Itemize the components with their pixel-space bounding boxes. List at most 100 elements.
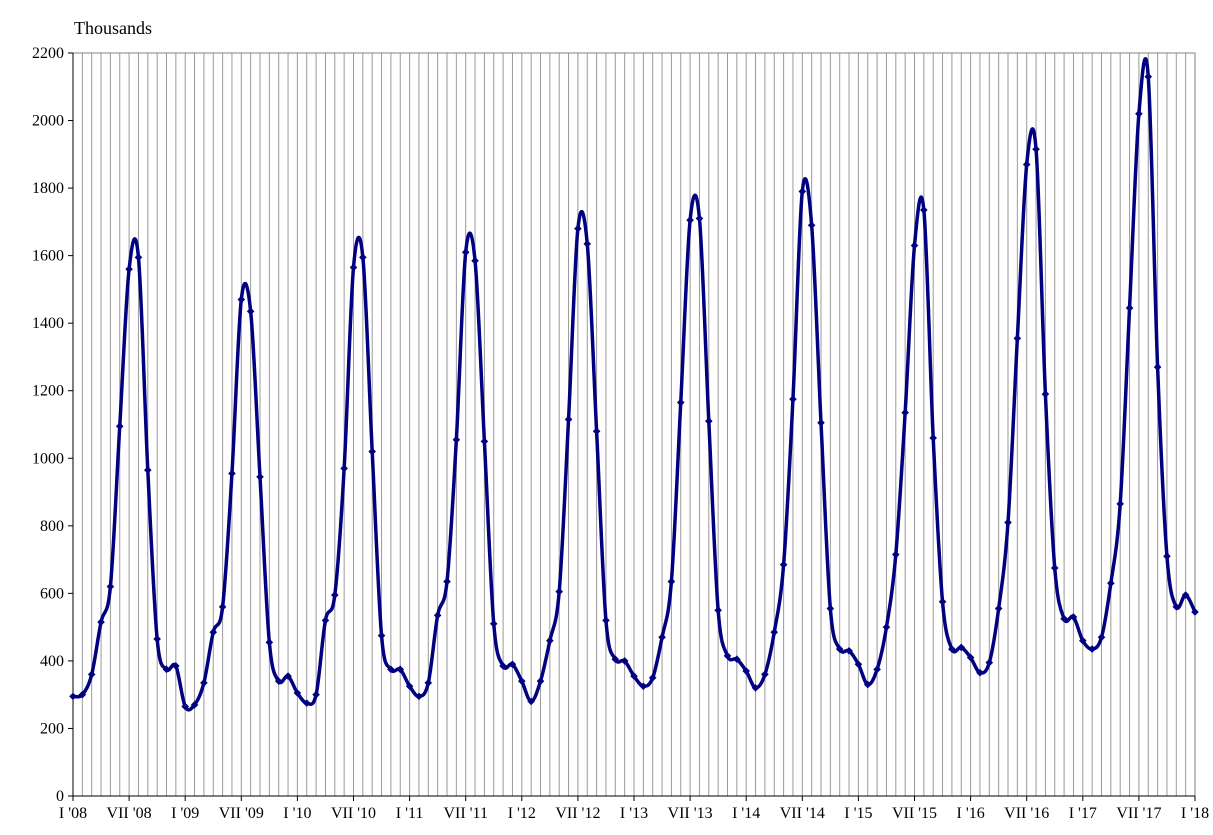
data-point-marker [115, 422, 124, 430]
data-point-marker [770, 628, 779, 637]
data-point-marker [620, 657, 629, 665]
data-point-marker [424, 679, 433, 687]
data-point-marker [1153, 363, 1162, 371]
y-tick-label: 1800 [32, 180, 64, 197]
data-point-marker [153, 635, 161, 643]
data-point-marker [686, 216, 694, 224]
y-tick-label: 0 [56, 788, 64, 805]
data-point-marker [443, 577, 451, 586]
data-point-marker [1069, 613, 1078, 621]
vertical-gridlines [81, 53, 1187, 796]
x-tick-label: I '12 [508, 805, 536, 822]
data-point-marker [265, 638, 274, 647]
data-point-marker [723, 652, 732, 660]
data-point-marker [676, 398, 685, 407]
data-point-marker [284, 672, 292, 680]
data-point-marker [1125, 304, 1134, 312]
data-point-marker [1013, 334, 1022, 343]
data-point-marker [349, 263, 358, 272]
data-point-marker [1116, 500, 1124, 508]
x-tick-label: VII '11 [443, 805, 488, 822]
data-point-marker [209, 628, 218, 637]
data-point-marker [1050, 564, 1059, 572]
data-point-marker [452, 435, 461, 444]
x-tick-label: I '17 [1069, 805, 1097, 822]
x-tick-label: VII '08 [107, 805, 152, 822]
data-point-marker [471, 256, 479, 265]
data-point-marker [630, 672, 638, 680]
data-point-marker [536, 677, 545, 685]
x-tick-label: VII '12 [555, 805, 600, 822]
data-point-marker [920, 206, 928, 214]
data-point-marker [527, 697, 535, 706]
data-point-marker [976, 668, 984, 677]
data-point-marker [461, 248, 470, 257]
data-point-marker [985, 658, 994, 667]
y-tick-label: 200 [40, 720, 64, 737]
data-point-marker [1032, 145, 1040, 154]
data-point-marker [172, 662, 180, 670]
data-point-marker [957, 643, 966, 652]
data-point-marker [134, 253, 143, 262]
data-point-marker [1041, 390, 1050, 398]
data-point-marker [863, 680, 872, 689]
x-tick-label: I '11 [396, 805, 424, 822]
data-point-marker [592, 427, 601, 436]
data-point-marker [994, 604, 1003, 613]
data-point-marker [648, 673, 657, 682]
data-point-marker [377, 631, 386, 640]
data-point-marker [359, 253, 367, 262]
data-point-marker [433, 611, 442, 620]
data-point-marker [218, 603, 227, 611]
y-axis: 0 200 400 600 800 1000 1200 1400 1600 1800 2000 220… [32, 45, 73, 805]
data-point-marker [396, 665, 405, 674]
data-point-marker [237, 295, 246, 304]
data-point-marker [228, 469, 236, 478]
data-point-marker [415, 692, 423, 701]
data-point-marker [733, 655, 741, 664]
x-tick-label: I '15 [844, 805, 872, 822]
data-point-marker [181, 702, 189, 711]
data-point-marker [499, 662, 507, 670]
data-point-marker [845, 646, 853, 655]
x-tick-label: I '09 [171, 805, 199, 822]
data-point-marker [873, 665, 881, 674]
data-point-marker [751, 684, 760, 692]
data-point-marker [1060, 614, 1068, 623]
x-tick-label: I '16 [956, 805, 984, 822]
data-point-marker [1135, 109, 1143, 118]
data-point-marker [1144, 72, 1153, 81]
x-tick-label: I '08 [59, 805, 87, 822]
data-point-marker [368, 447, 376, 456]
data-point-marker [658, 633, 666, 642]
y-tick-label: 400 [40, 653, 64, 670]
data-point-marker [302, 699, 311, 707]
data-point-marker [387, 665, 395, 674]
y-tick-label: 1600 [32, 248, 64, 265]
data-point-marker [826, 604, 835, 613]
data-point-marker [611, 655, 620, 664]
data-point-marker [761, 670, 769, 679]
data-point-marker [508, 660, 517, 669]
data-point-marker [966, 653, 975, 662]
data-point-marker [1191, 608, 1199, 616]
x-tick-label: I '13 [620, 805, 648, 822]
data-point-marker [714, 606, 722, 615]
data-point-marker [190, 701, 199, 709]
data-point-marker [807, 221, 816, 230]
data-point-marker [779, 560, 788, 569]
data-point-marker [798, 187, 807, 196]
data-point-marker [321, 616, 330, 625]
y-tick-label: 800 [40, 518, 64, 535]
data-point-marker [518, 677, 526, 685]
x-tick-label: VII '14 [780, 805, 825, 822]
data-point-marker [1004, 518, 1012, 527]
data-point-marker [1163, 552, 1171, 561]
data-point-marker [144, 466, 152, 474]
data-point-marker [555, 587, 563, 596]
x-tick-label: I '18 [1181, 805, 1209, 822]
data-point-marker [1088, 645, 1096, 653]
data-point-marker [882, 623, 891, 631]
